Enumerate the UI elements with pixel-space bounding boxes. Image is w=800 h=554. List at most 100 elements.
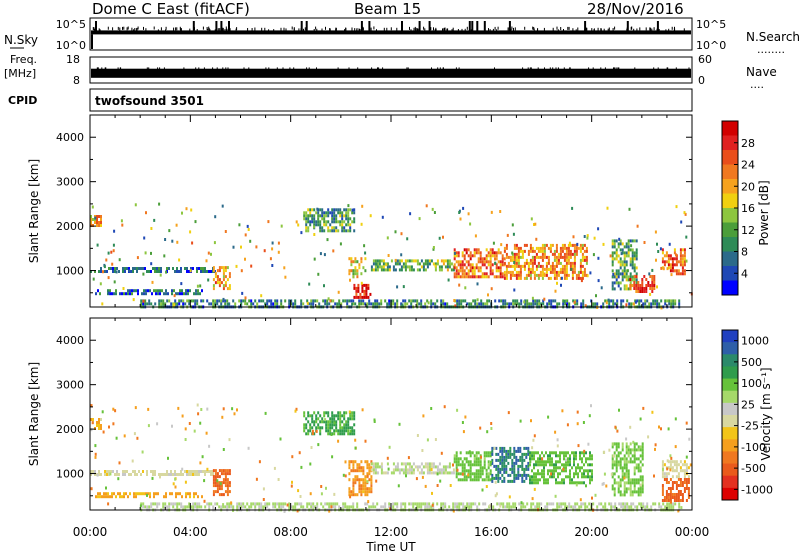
velocity-cell-region-13 [319, 420, 322, 424]
velocity-cell-region-2 [105, 492, 107, 496]
power-cell-region-13 [309, 220, 312, 224]
power-cell-region-13 [337, 208, 340, 212]
velocity-cell-region-9 [641, 475, 644, 479]
velocity-cell-region-12 [238, 505, 241, 509]
power-cell-region-13 [305, 211, 308, 215]
power-cell-region-3 [90, 218, 92, 221]
velocity-cell-region-9 [621, 493, 624, 497]
noise-jitter [176, 27, 178, 31]
power-cell-scatter [240, 245, 242, 249]
power-cell-region-6 [424, 262, 427, 266]
velocity-cell-region-7 [513, 455, 516, 459]
velocity-cell-region-12 [188, 505, 191, 509]
velocity-cell-region-12 [640, 502, 643, 506]
power-cell-scatter [103, 265, 106, 269]
velocity-cell-region-13 [341, 414, 344, 418]
power-cell-region-8 [537, 273, 540, 277]
velocity-cell-region-12 [152, 502, 155, 506]
velocity-cell-region-3 [98, 421, 100, 424]
velocity-cell-region-10 [661, 466, 664, 470]
noise-jitter [511, 26, 513, 30]
noise-jitter [315, 26, 317, 30]
power-cell-region-9 [621, 272, 624, 276]
velocity-cell-region-12 [600, 502, 603, 506]
velocity-cell-region-4 [364, 475, 367, 479]
freq-tick-right-top: 60 [698, 53, 712, 66]
velocity-cell-region-9 [625, 472, 628, 476]
power-cell-region-1 [224, 284, 227, 288]
velocity-cell-scatter [118, 461, 121, 465]
velocity-cell-region-12 [292, 505, 295, 509]
velocity-cell-region-9 [617, 460, 620, 464]
power-cell-region-11 [665, 260, 668, 264]
power-cell-region-7 [495, 269, 498, 273]
power-cell-region-8 [515, 243, 518, 247]
freq-jitter [119, 67, 121, 70]
colorbar-swatch [722, 222, 738, 238]
power-cell-region-12 [502, 302, 505, 306]
power-cell-region-0 [98, 270, 100, 273]
power-cell-region-12 [472, 299, 475, 303]
power-cell-region-6 [404, 259, 407, 263]
power-cell-region-12 [416, 302, 419, 306]
velocity-cell-region-8 [545, 478, 547, 482]
power-cell-region-7 [467, 248, 470, 252]
velocity-cell-region-1 [220, 472, 223, 476]
power-cell-region-8 [527, 249, 530, 253]
velocity-cell-region-9 [641, 442, 644, 446]
power-cell-region-11 [675, 257, 678, 261]
power-cell-region-8 [557, 261, 560, 265]
noise-jitter [586, 27, 588, 31]
velocity-cell-region-13 [325, 423, 328, 427]
velocity-cell-region-11 [661, 484, 664, 487]
velocity-cell-region-12 [280, 502, 283, 506]
velocity-cell-region-0 [182, 473, 184, 476]
velocity-cell-region-8 [549, 469, 551, 473]
power-cell-region-8 [563, 246, 566, 250]
power-cell-region-8 [529, 276, 532, 280]
velocity-cell-region-9 [625, 481, 628, 485]
power-cell-region-8 [545, 264, 548, 268]
power-cell-region-0 [158, 267, 160, 270]
power-cell-region-8 [583, 258, 586, 262]
velocity-cell-region-7 [505, 458, 508, 462]
power-cell-region-13 [337, 220, 340, 224]
velocity-cell-region-12 [514, 505, 517, 509]
freq-jitter [666, 67, 668, 70]
velocity-cell-region-6 [453, 454, 456, 458]
power-cell-scatter [207, 251, 210, 255]
power-cell-region-8 [535, 252, 538, 256]
noise-jitter [362, 27, 364, 31]
velocity-cell-region-8 [537, 463, 539, 467]
power-cell-region-12 [654, 302, 657, 306]
velocity-cell-scatter [258, 460, 261, 464]
power-cell-region-1 [216, 281, 219, 285]
velocity-cell-region-8 [529, 451, 531, 455]
power-cell-region-9 [625, 242, 628, 246]
velocity-cell-region-1 [226, 478, 229, 482]
power-cell-region-13 [319, 220, 322, 224]
power-cell-region-8 [549, 267, 552, 271]
velocity-cell-region-7 [509, 479, 512, 483]
velocity-cell-region-8 [533, 463, 535, 467]
velocity-cell-region-8 [555, 478, 557, 482]
velocity-cell-region-7 [513, 464, 516, 468]
power-cell-scatter [105, 258, 108, 262]
velocity-cell-region-9 [639, 460, 642, 464]
velocity-cell-scatter [112, 422, 115, 426]
power-cell-region-7 [465, 272, 468, 276]
freq-jitter [588, 67, 590, 70]
power-cell-region-0 [150, 270, 152, 273]
noise-jitter [464, 28, 466, 32]
velocity-cell-region-12 [228, 502, 231, 506]
power-cell-region-13 [339, 220, 342, 224]
velocity-cell-region-9 [633, 481, 636, 485]
velocity-cell-region-8 [535, 472, 537, 476]
power-cell-region-10 [635, 290, 638, 293]
colorbar-tick-label: 4 [741, 267, 748, 280]
velocity-cell-region-1 [216, 490, 219, 494]
power-cell-region-9 [611, 275, 614, 279]
power-cell-region-3 [98, 221, 100, 224]
power-cell-region-7 [463, 254, 466, 258]
power-cell-region-13 [337, 211, 340, 215]
